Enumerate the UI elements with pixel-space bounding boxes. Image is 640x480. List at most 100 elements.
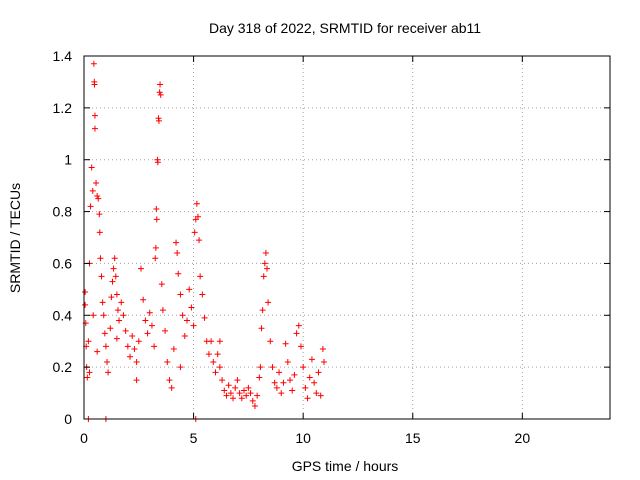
data-point xyxy=(300,364,307,371)
data-point xyxy=(156,89,163,96)
data-point xyxy=(179,312,186,319)
data-point xyxy=(104,358,111,365)
data-point xyxy=(257,364,264,371)
data-point xyxy=(199,291,206,298)
data-point xyxy=(293,330,300,337)
data-point xyxy=(166,377,173,384)
data-point xyxy=(258,325,265,332)
data-point xyxy=(91,112,98,119)
data-point xyxy=(251,403,258,410)
data-point xyxy=(108,294,115,301)
data-point xyxy=(107,325,114,332)
data-point xyxy=(114,307,121,314)
data-point xyxy=(216,338,223,345)
data-point xyxy=(313,390,320,397)
data-point xyxy=(122,327,129,334)
data-point xyxy=(319,345,326,352)
data-point xyxy=(284,358,291,365)
data-point xyxy=(153,216,160,223)
data-point xyxy=(152,244,159,251)
data-point xyxy=(236,390,243,397)
data-point xyxy=(170,345,177,352)
data-point xyxy=(208,338,215,345)
data-point xyxy=(82,301,89,308)
data-point xyxy=(267,338,274,345)
y-tick-label: 1 xyxy=(64,152,72,168)
data-point xyxy=(190,322,197,329)
data-point xyxy=(243,392,250,399)
y-tick-label: 0.8 xyxy=(53,204,73,220)
data-point xyxy=(97,255,104,262)
data-points xyxy=(82,60,327,422)
x-tick-label: 0 xyxy=(80,430,88,446)
data-point xyxy=(137,265,144,272)
data-point xyxy=(265,299,272,306)
data-point xyxy=(88,164,95,171)
data-point xyxy=(191,229,198,236)
data-point xyxy=(205,351,212,358)
data-point xyxy=(287,377,294,384)
data-point xyxy=(194,213,201,220)
data-point xyxy=(120,312,127,319)
y-tick-label: 1.2 xyxy=(53,100,73,116)
y-axis-label: SRMTID / TECUs xyxy=(7,183,23,293)
plot-frame xyxy=(83,55,611,420)
data-point xyxy=(98,273,105,280)
data-point xyxy=(262,250,269,257)
y-tick-label: 0 xyxy=(64,411,72,427)
data-point xyxy=(133,358,140,365)
data-point xyxy=(168,384,175,391)
data-point xyxy=(308,356,315,363)
data-point xyxy=(94,348,101,355)
data-point xyxy=(269,364,276,371)
data-point xyxy=(240,387,247,394)
data-point xyxy=(227,390,234,397)
data-point xyxy=(174,250,181,257)
data-point xyxy=(155,117,162,124)
data-point xyxy=(100,312,107,319)
data-point xyxy=(291,371,298,378)
data-point xyxy=(193,200,200,207)
data-point xyxy=(153,205,160,212)
data-point xyxy=(84,374,91,381)
data-point xyxy=(247,390,254,397)
data-point xyxy=(140,296,147,303)
data-point xyxy=(276,369,283,376)
data-point xyxy=(164,358,171,365)
data-point xyxy=(259,307,266,314)
data-point xyxy=(116,317,123,324)
data-point xyxy=(219,377,226,384)
data-point xyxy=(89,187,96,194)
axis-ticks: 0 0.2 0.4 0.6 0.8 1 1.2 1.4 0 5 10 15 20 xyxy=(53,48,610,446)
data-point xyxy=(315,369,322,376)
data-point xyxy=(102,343,109,350)
data-point xyxy=(225,382,232,389)
data-point xyxy=(232,384,239,391)
data-point xyxy=(245,384,252,391)
data-point xyxy=(110,265,117,272)
data-point xyxy=(317,392,324,399)
data-point xyxy=(196,237,203,244)
data-point xyxy=(261,260,268,267)
data-point xyxy=(142,317,149,324)
data-point xyxy=(271,379,278,386)
data-point xyxy=(177,291,184,298)
y-tick-label: 0.6 xyxy=(53,255,73,271)
data-point xyxy=(157,81,164,88)
x-tick-label: 15 xyxy=(405,430,421,446)
data-point xyxy=(188,304,195,311)
data-point xyxy=(254,392,261,399)
data-point xyxy=(111,255,118,262)
data-point xyxy=(210,358,217,365)
data-point xyxy=(85,338,92,345)
data-point xyxy=(129,333,136,340)
data-point xyxy=(95,195,102,202)
grid-layer xyxy=(84,56,610,419)
data-point xyxy=(221,387,228,394)
data-point xyxy=(289,387,296,394)
data-point xyxy=(304,395,311,402)
data-point xyxy=(127,353,134,360)
data-point xyxy=(90,312,97,319)
data-point xyxy=(157,91,164,98)
